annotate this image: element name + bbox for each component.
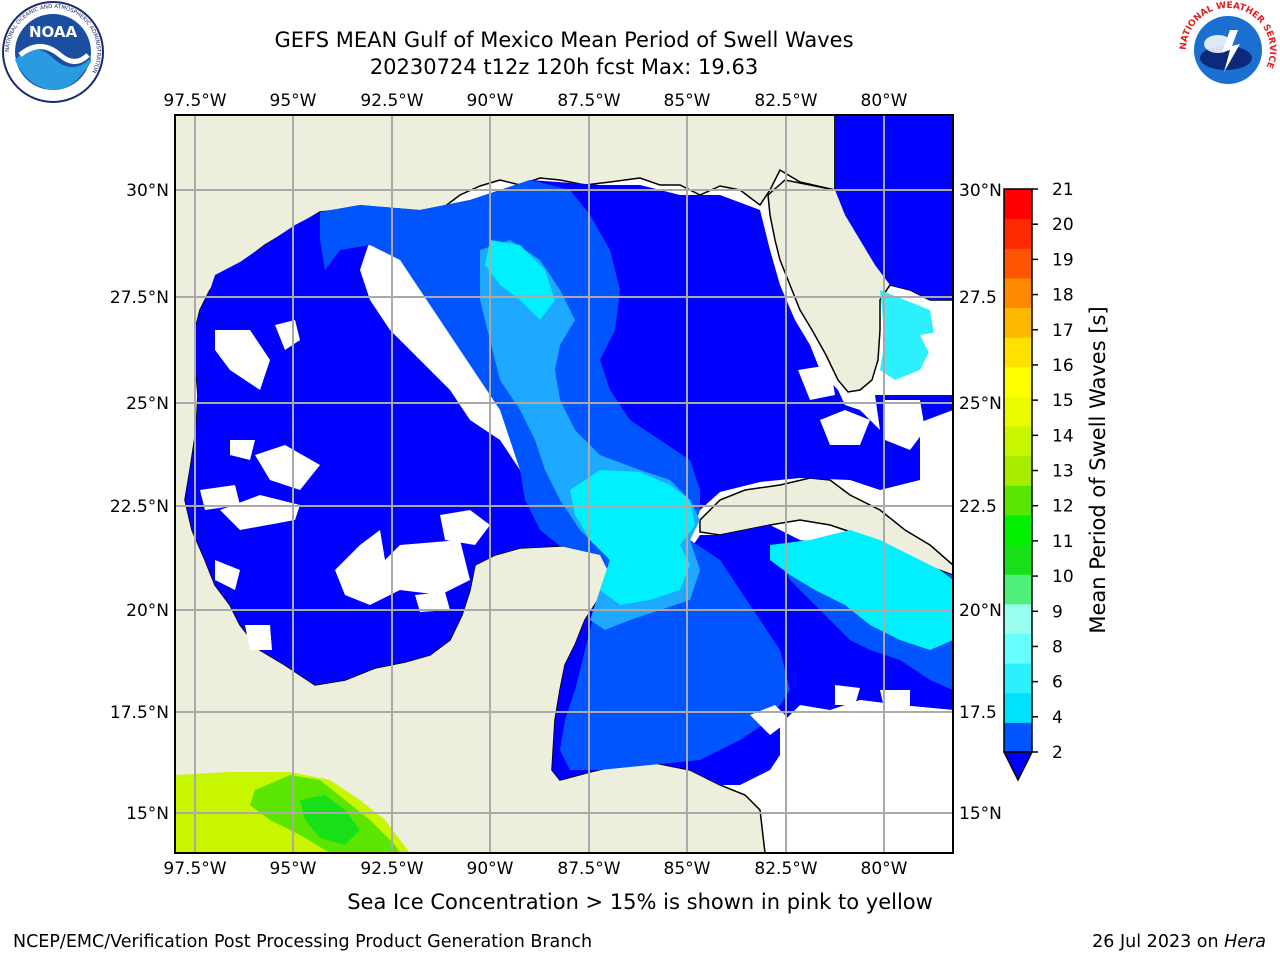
lon-tick: 95°W (270, 859, 317, 879)
colorbar-tick-label: 17 (1052, 321, 1074, 341)
lon-tick: 97.5°W (163, 859, 226, 879)
colorbar-swatch (1004, 633, 1032, 664)
colorbar-tick-label: 9 (1052, 602, 1063, 622)
field-under-2s-atlantic (835, 115, 953, 300)
lat-tick: 17.5 (959, 703, 997, 723)
colorbar-swatch (1004, 455, 1032, 486)
noaa-logo-text: NOAA (29, 23, 78, 41)
credit-date-text: 26 Jul 2023 on (1092, 932, 1225, 952)
lon-tick: 95°W (270, 91, 317, 111)
colorbar-swatch (1004, 396, 1032, 427)
lon-tick: 80°W (861, 859, 908, 879)
colorbar-tick-label: 20 (1052, 215, 1074, 235)
lon-tick: 82.5°W (754, 859, 817, 879)
colorbar-swatch (1004, 485, 1032, 516)
gridlines (175, 115, 953, 853)
lat-tick: 20°N (126, 601, 169, 621)
lon-tick: 97.5°W (163, 91, 226, 111)
lat-tick: 22.5 (959, 497, 997, 517)
lon-ticks-top: 97.5°W 95°W 92.5°W 90°W 87.5°W 85°W 82.5… (163, 91, 907, 111)
colorbar-swatch (1004, 218, 1032, 249)
colorbar-tick-label: 12 (1052, 497, 1074, 517)
colorbar-swatch (1004, 544, 1032, 575)
lat-tick: 20°N (959, 601, 1002, 621)
colorbar-tick-label: 15 (1052, 391, 1074, 411)
colorbar-tick-label: 18 (1052, 286, 1074, 306)
field-6-8s-north (485, 240, 555, 320)
colorbar-swatch (1004, 603, 1032, 634)
noaa-logo: NOAA NATIONAL OCEANIC AND ATMOSPHERIC AD… (2, 1, 104, 103)
colorbar-tick-label: 10 (1052, 567, 1074, 587)
colorbar-swatch (1004, 307, 1032, 338)
colorbar (1002, 188, 1034, 782)
lon-tick: 82.5°W (754, 91, 817, 111)
field-6-8s-florida (880, 290, 935, 380)
swell-field (175, 115, 953, 853)
field-6-8s-channel (570, 470, 695, 605)
credit-date: 26 Jul 2023 on Hera (1092, 932, 1266, 952)
colorbar-label: Mean Period of Swell Waves [s] (1086, 306, 1110, 633)
colorbar-tick-label: 2 (1052, 743, 1063, 763)
lon-ticks-bottom: 97.5°W 95°W 92.5°W 90°W 87.5°W 85°W 82.5… (163, 859, 907, 879)
field-6-8s-caribbean (770, 530, 953, 650)
lat-tick: 25°N (959, 394, 1002, 414)
colorbar-tick-label: 4 (1052, 708, 1063, 728)
credit-branch: NCEP/EMC/Verification Post Processing Pr… (13, 932, 593, 952)
lon-tick: 85°W (664, 91, 711, 111)
chart-title: GEFS MEAN Gulf of Mexico Mean Period of … (274, 28, 854, 52)
colorbar-tick-label: 16 (1052, 356, 1074, 376)
lat-tick: 27.5 (959, 288, 997, 308)
lon-tick: 87.5°W (557, 91, 620, 111)
lon-tick: 90°W (467, 859, 514, 879)
colorbar-tick-label: 8 (1052, 637, 1063, 657)
colorbar-swatch (1004, 337, 1032, 368)
lat-tick: 15°N (126, 804, 169, 824)
colorbar-tick-label: 13 (1052, 462, 1074, 482)
lon-tick: 92.5°W (360, 91, 423, 111)
lat-tick: 15°N (959, 804, 1002, 824)
nws-logo: NATIONAL WEATHER SERVICE (1179, 1, 1277, 98)
colorbar-swatch (1004, 722, 1032, 753)
colorbar-tick-label: 6 (1052, 673, 1063, 693)
lat-tick: 25°N (126, 394, 169, 414)
colorbar-swatch (1004, 514, 1032, 546)
colorbar-tick-label: 11 (1052, 532, 1074, 552)
lat-tick: 27.5°N (110, 288, 169, 308)
lon-tick: 90°W (467, 91, 514, 111)
colorbar-swatch (1004, 366, 1032, 397)
lon-tick: 80°W (861, 91, 908, 111)
lat-tick: 22.5°N (110, 497, 169, 517)
colorbar-tick-label: 21 (1052, 180, 1074, 200)
lon-tick: 87.5°W (557, 859, 620, 879)
colorbar-swatch (1004, 189, 1032, 220)
sea-ice-note: Sea Ice Concentration > 15% is shown in … (347, 890, 933, 914)
colorbar-under-arrow (1002, 751, 1034, 782)
chart-subtitle: 20230724 t12z 120h fcst Max: 19.63 (369, 55, 759, 79)
lat-ticks-left: 30°N 27.5°N 25°N 22.5°N 20°N 17.5°N 15°N (110, 181, 169, 824)
credit-machine: Hera (1224, 932, 1266, 952)
colorbar-tick-label: 14 (1052, 426, 1074, 446)
field-undefined-patches (200, 320, 953, 853)
lat-tick: 30°N (126, 181, 169, 201)
lat-tick: 30°N (959, 181, 1002, 201)
lat-tick: 17.5°N (110, 703, 169, 723)
colorbar-swatch (1004, 574, 1032, 605)
colorbar-swatch (1004, 692, 1032, 723)
colorbar-ticks: 2 4 6 8 9 10 11 12 13 14 15 16 17 18 19 20 21 (1032, 180, 1074, 763)
colorbar-swatch (1004, 277, 1032, 309)
map-frame (174, 114, 954, 854)
colorbar-swatch (1004, 663, 1032, 694)
lon-tick: 85°W (664, 859, 711, 879)
lon-tick: 92.5°W (360, 859, 423, 879)
colorbar-tick-label: 19 (1052, 250, 1074, 270)
lat-ticks-right: 30°N 27.5 25°N 22.5 20°N 17.5 15°N (959, 181, 1002, 824)
colorbar-swatch (1004, 248, 1032, 279)
colorbar-swatch (1004, 426, 1032, 457)
field-pacific-bright-green (300, 795, 360, 845)
